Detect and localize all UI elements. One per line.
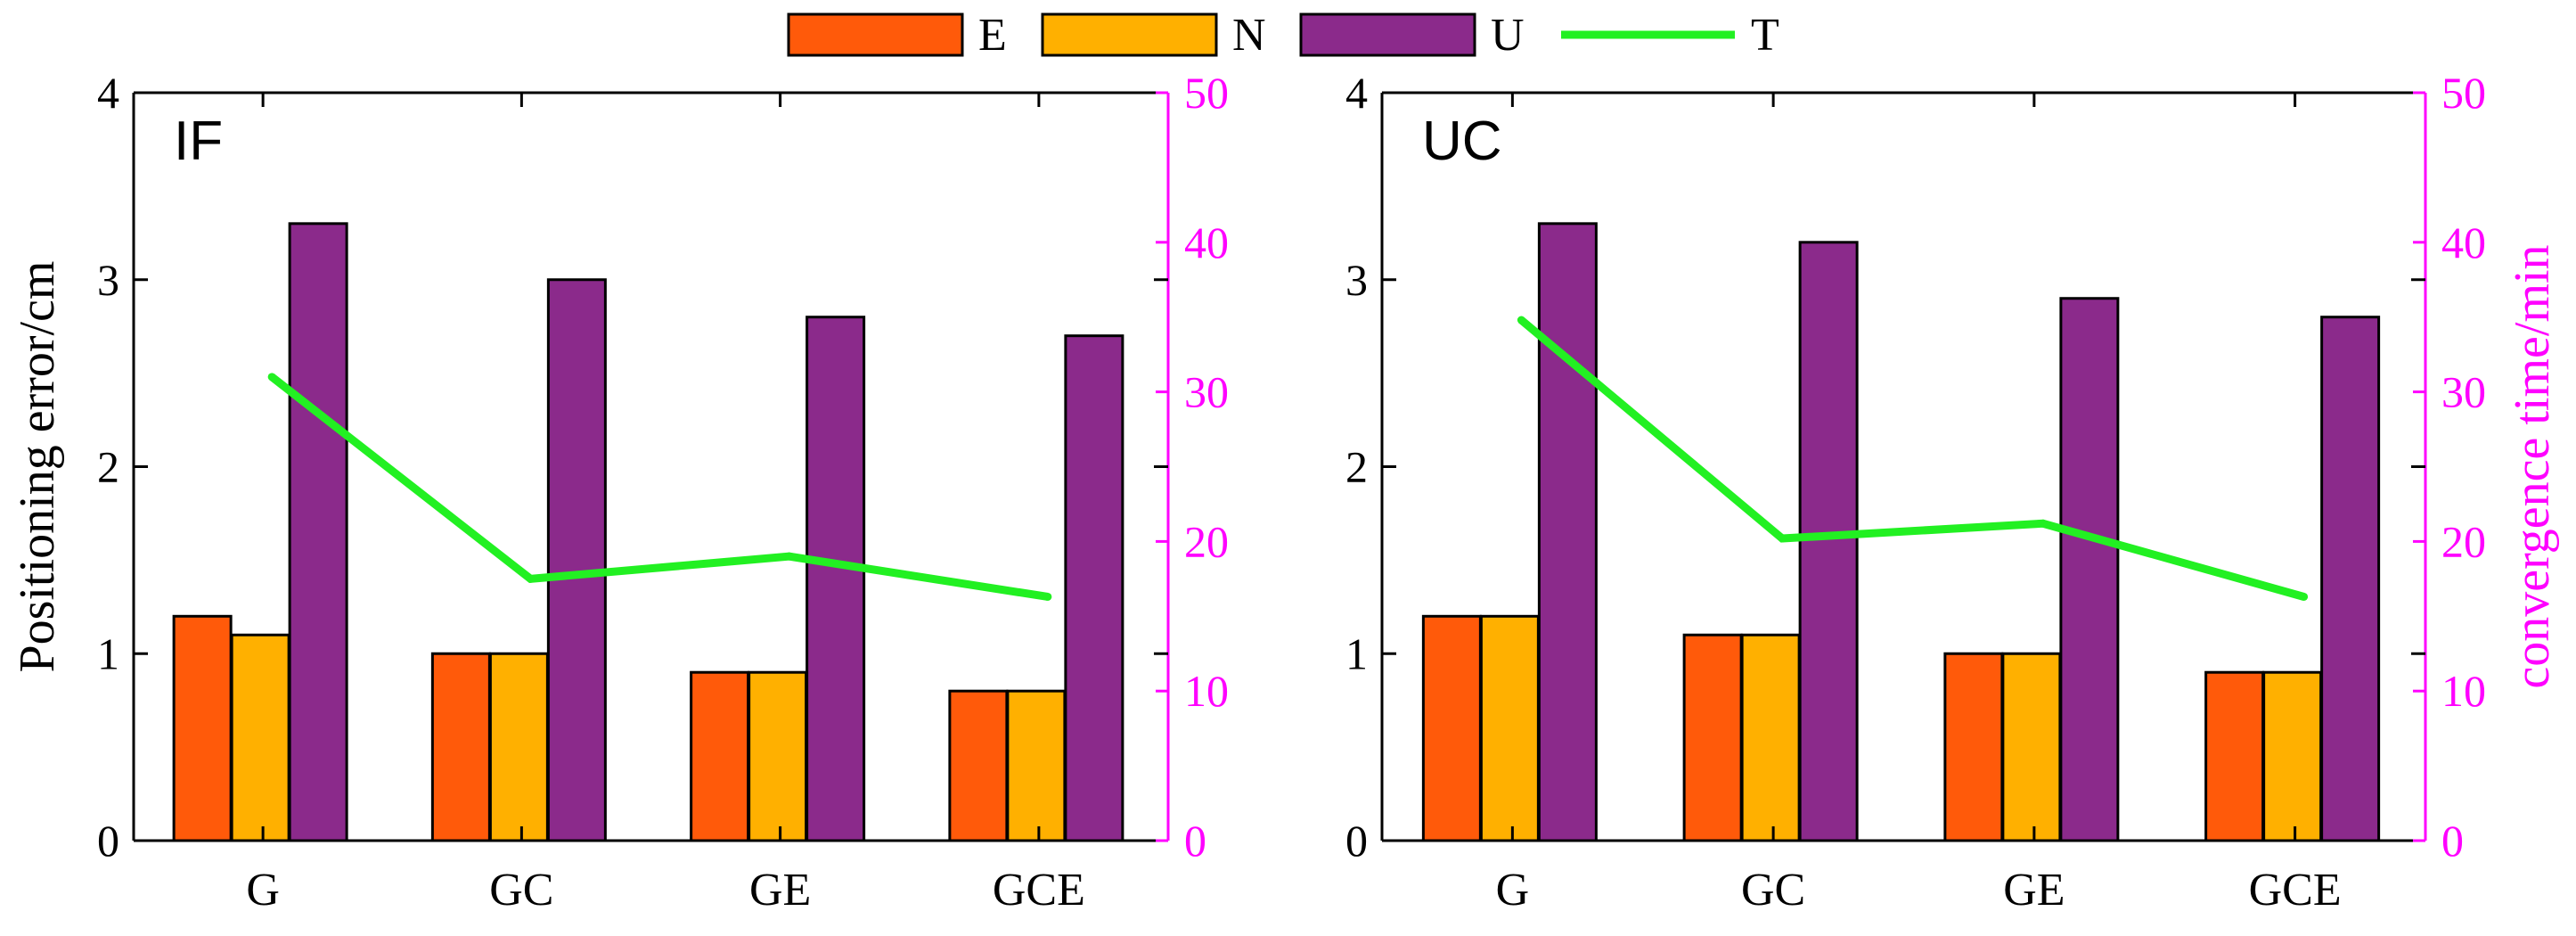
bar-n-g [230,633,290,842]
bar-u-g [1537,222,1598,842]
y2-tick-label: 0 [2441,816,2464,866]
bar-n-g [1479,614,1540,842]
bar-n-ge [748,670,808,842]
bar-u-gce [1064,334,1124,842]
legend-label-t: T [1751,10,1779,61]
y-tick-label: 2 [1345,442,1368,492]
panel-label: UC [1422,111,1502,172]
y2-tick-label: 10 [2441,666,2486,716]
y-tick-label: 3 [97,255,119,305]
y-axis-title: Positioning error/cm [10,261,65,673]
bar-e-g [1421,614,1482,842]
bar-u-ge [806,316,866,842]
bar-u-gc [1798,241,1859,842]
bar-e-ge [690,670,750,842]
y-tick-label: 3 [1345,255,1368,305]
bar-u-gc [546,278,607,842]
y2-tick-label: 40 [2441,218,2486,267]
x-tick-label-g: G [1496,865,1530,915]
y-tick-label: 0 [97,816,119,866]
bar-n-gce [2262,670,2323,842]
line-point-t-ge [785,552,794,561]
y2-tick-label: 10 [1184,666,1229,716]
bar-e-g [172,614,233,842]
line-point-t-gc [526,574,535,583]
y-tick-label: 0 [1345,816,1368,866]
bar-e-gce [948,689,1009,842]
y2-tick-label: 20 [2441,516,2486,566]
legend-label-u: U [1491,10,1525,61]
y2-tick-label: 30 [1184,367,1229,417]
bar-n-gc [1740,633,1801,842]
bar-u-gce [2320,316,2381,842]
line-point-t-gc [1778,534,1787,543]
legend-label-n: N [1232,10,1266,61]
bar-e-ge [1943,652,2004,842]
y-tick-label: 4 [1345,68,1368,118]
legend-swatch-n [1041,12,1218,57]
bar-e-gce [2204,670,2265,842]
y-tick-label: 4 [97,68,119,118]
line-point-t-gce [2300,592,2309,601]
x-tick-label-ge: GE [749,865,811,915]
bar-e-gc [430,652,491,842]
bar-n-gc [488,652,549,842]
y2-tick-label: 30 [2441,367,2486,417]
x-tick-label-g: G [246,865,280,915]
x-tick-label-gc: GC [1741,865,1805,915]
y-tick-label: 2 [97,442,119,492]
x-tick-label-gc: GC [489,865,553,915]
y2-tick-label: 50 [1184,68,1229,118]
series-line-t [1518,316,2305,601]
y-tick-label: 1 [1345,628,1368,678]
x-tick-label-gce: GCE [2249,865,2342,915]
line-point-t-ge [2039,519,2048,528]
x-tick-label-gce: GCE [993,865,1085,915]
bar-u-ge [2059,297,2120,842]
y2-tick-label: 0 [1184,816,1206,866]
bar-n-gce [1006,689,1067,842]
line-point-t-g [267,373,276,382]
panel-label: IF [174,111,223,172]
line-point-t-gce [1043,592,1052,601]
legend-label-e: E [978,10,1007,61]
series-line-t [269,374,1049,601]
bar-e-gc [1682,633,1743,842]
legend-swatch-u [1299,12,1476,57]
legend-swatch-e [787,12,964,57]
bar-n-ge [2001,652,2062,842]
y2-tick-label: 20 [1184,516,1229,566]
x-tick-label-ge: GE [2003,865,2065,915]
y2-tick-label: 40 [1184,218,1229,267]
bar-u-g [288,222,348,842]
y-tick-label: 1 [97,628,119,678]
line-point-t-g [1517,316,1525,324]
y2-tick-label: 50 [2441,68,2486,118]
y2-axis-title: convergence time/min [2505,244,2560,688]
